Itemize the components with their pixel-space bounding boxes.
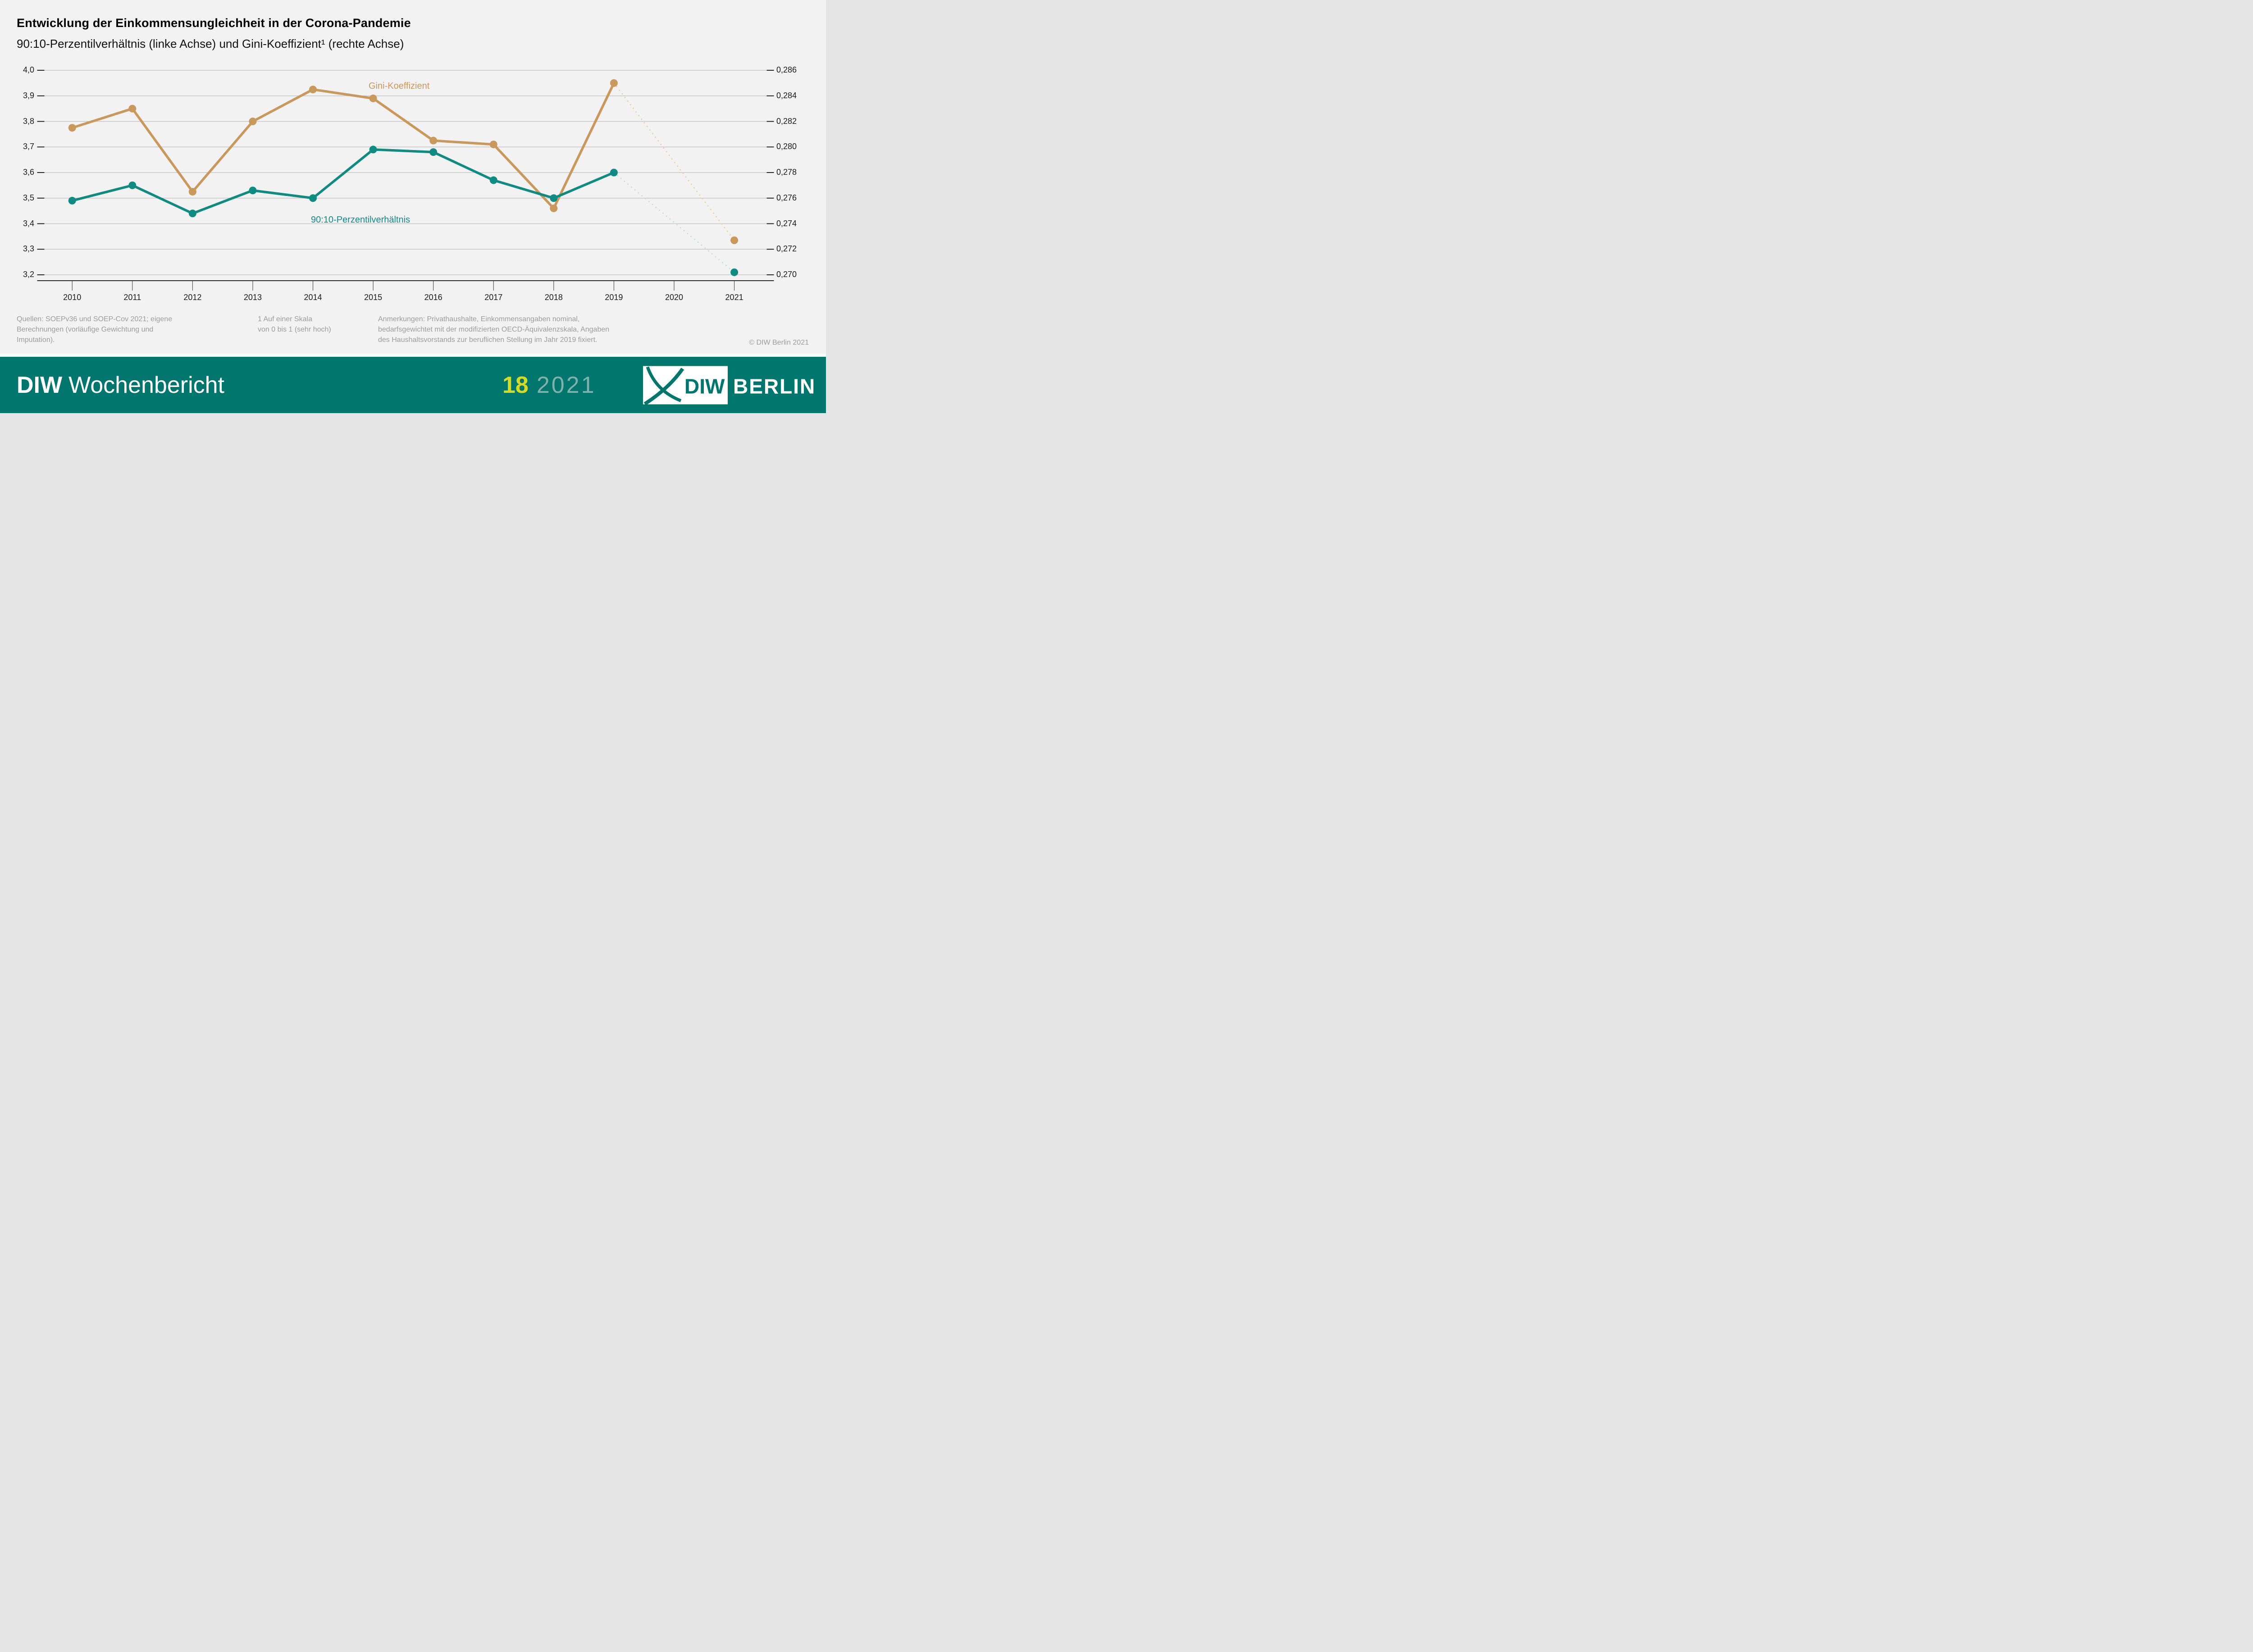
y-axis-left-tick-label: 3,8: [23, 116, 34, 126]
x-axis-year-label: 2015: [364, 293, 383, 302]
issue-number: 18: [502, 372, 529, 398]
x-axis-year-label: 2016: [424, 293, 442, 302]
diw-berlin-logo: DIW BERLIN: [643, 366, 814, 404]
data-point-marker: [309, 86, 317, 94]
x-axis-year-label: 2017: [484, 293, 503, 302]
note-sources: Quellen: SOEPv36 und SOEP-Cov 2021; eige…: [17, 315, 173, 344]
logo-diw-text: DIW: [684, 374, 725, 398]
logo-swoosh-icon: [643, 367, 684, 404]
data-point-marker: [730, 236, 739, 244]
x-axis-year-label: 2018: [544, 293, 563, 302]
y-axis-right-tick-label: 0,270: [776, 270, 797, 279]
banner-divider: [0, 354, 826, 357]
data-point-marker: [610, 168, 618, 177]
data-point-marker: [128, 105, 137, 113]
series-percentile-ratio: [68, 146, 739, 276]
data-point-marker: [68, 196, 76, 205]
logo-swoosh-icon: [646, 366, 682, 402]
note-footnote-1: 1 Auf einer Skala von 0 bis 1 (sehr hoch…: [258, 315, 331, 334]
data-point-marker: [610, 79, 618, 87]
series-line: [72, 82, 615, 210]
data-point-marker: [68, 124, 76, 132]
y-axis-left-tick-label: 3,6: [23, 168, 34, 177]
dotted-projection-segment: [613, 172, 735, 273]
x-axis-year-label: 2013: [243, 293, 262, 302]
y-axis-left-tick-label: 4,0: [23, 65, 34, 74]
publication-name-diw: DIW: [17, 372, 63, 398]
data-point-marker: [489, 141, 497, 149]
data-point-marker: [489, 176, 497, 184]
infographic-page: Entwicklung der Einkommensungleichheit i…: [0, 0, 826, 413]
y-axis-right-tick-label: 0,278: [776, 168, 797, 177]
page-title: Entwicklung der Einkommensungleichheit i…: [17, 16, 411, 30]
data-point-marker: [429, 137, 438, 145]
y-axis-right-tick-label: 0,280: [776, 142, 797, 151]
x-axis-year-label: 2019: [605, 293, 623, 302]
issue-info: 18 2021: [502, 372, 596, 399]
y-axis-right-tick-label: 0,272: [776, 244, 797, 254]
data-point-marker: [550, 194, 558, 202]
data-point-marker: [249, 187, 257, 195]
data-point-marker: [550, 204, 558, 212]
y-axis-right-tick-label: 0,282: [776, 116, 797, 126]
y-axis-left-tick-label: 3,3: [23, 244, 34, 254]
x-axis-year-label: 2011: [123, 293, 141, 302]
x-axis-year-label: 2012: [183, 293, 202, 302]
series-line: [72, 148, 615, 215]
y-axis-right-tick-label: 0,276: [776, 193, 797, 202]
y-axis-right-tick-label: 0,284: [776, 91, 797, 100]
data-point-marker: [128, 181, 137, 189]
y-axis-right-tick-label: 0,274: [776, 218, 797, 228]
series-gini: [68, 79, 739, 244]
y-axis-left-tick-label: 3,5: [23, 193, 34, 202]
x-axis-year-label: 2020: [665, 293, 684, 302]
copyright-note: © DIW Berlin 2021: [749, 339, 809, 346]
y-axis-left-tick-label: 3,2: [23, 270, 34, 279]
x-axis-year-label: 2010: [63, 293, 82, 302]
dotted-projection-segment: [613, 82, 735, 241]
data-point-marker: [369, 94, 377, 102]
data-point-marker: [309, 194, 317, 202]
x-axis-year-label: 2014: [304, 293, 322, 302]
line-chart-canvas: [37, 70, 774, 291]
data-point-marker: [188, 209, 196, 218]
publication-name: DIW Wochenbericht: [17, 372, 224, 399]
issue-year: 2021: [536, 372, 596, 398]
y-axis-right-tick-label: 0,286: [776, 65, 797, 74]
footer-banner: DIW Wochenbericht 18 2021 DIW BERLIN: [0, 357, 826, 413]
y-axis-left-tick-label: 3,7: [23, 142, 34, 151]
x-axis-year-label: 2021: [725, 293, 743, 302]
data-point-marker: [249, 118, 257, 125]
gridlines: [37, 70, 774, 275]
data-point-marker: [730, 268, 739, 276]
series-label-percentile-ratio: 90:10-Perzentilverhältnis: [311, 215, 410, 225]
series-label-gini: Gini-Koeffizient: [369, 81, 430, 91]
data-point-marker: [429, 148, 438, 156]
y-axis-left-tick-label: 3,4: [23, 218, 34, 228]
page-subtitle: 90:10-Perzentilverhältnis (linke Achse) …: [17, 37, 404, 50]
data-point-marker: [369, 146, 377, 154]
note-remarks: Anmerkungen: Privathaushalte, Einkommens…: [378, 315, 610, 344]
publication-name-wochenbericht: Wochenbericht: [68, 372, 224, 398]
y-axis-left-tick-label: 3,9: [23, 91, 34, 100]
x-axis: [37, 280, 774, 291]
logo-berlin-text: BERLIN: [733, 374, 814, 398]
data-point-marker: [188, 188, 196, 196]
